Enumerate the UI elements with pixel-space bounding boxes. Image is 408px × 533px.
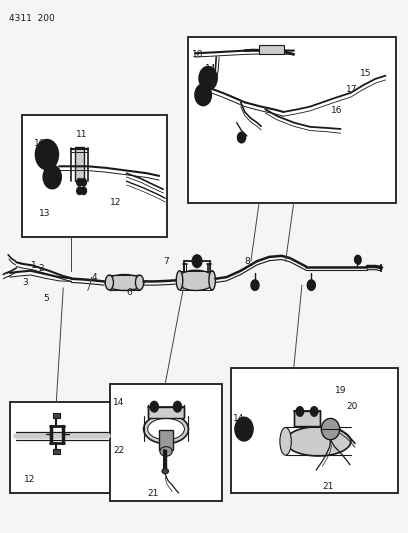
Text: 14: 14 — [113, 398, 125, 407]
Text: 21: 21 — [147, 489, 158, 497]
Ellipse shape — [176, 270, 215, 290]
Circle shape — [81, 187, 86, 195]
Text: 20: 20 — [346, 402, 357, 410]
Ellipse shape — [162, 469, 169, 474]
Bar — [53, 413, 60, 418]
Circle shape — [35, 140, 58, 169]
Circle shape — [81, 179, 86, 186]
Circle shape — [173, 401, 182, 412]
Circle shape — [41, 147, 53, 163]
Ellipse shape — [148, 418, 184, 440]
Circle shape — [239, 423, 249, 435]
Text: 3: 3 — [22, 278, 28, 287]
Circle shape — [43, 165, 61, 189]
Circle shape — [150, 401, 158, 412]
Bar — [110, 384, 222, 501]
Ellipse shape — [209, 271, 215, 290]
Circle shape — [355, 255, 361, 264]
Ellipse shape — [286, 426, 351, 456]
Text: 14: 14 — [205, 64, 217, 72]
Circle shape — [235, 417, 253, 441]
Circle shape — [77, 187, 82, 195]
Text: 2: 2 — [39, 264, 44, 273]
Circle shape — [199, 67, 217, 90]
Bar — [75, 147, 84, 181]
Ellipse shape — [144, 415, 188, 443]
Ellipse shape — [160, 447, 172, 456]
Ellipse shape — [135, 275, 144, 290]
Circle shape — [77, 179, 82, 186]
Text: 9: 9 — [355, 258, 361, 266]
Text: 14: 14 — [197, 92, 208, 100]
Text: 5: 5 — [43, 294, 49, 303]
Text: 14: 14 — [233, 414, 245, 423]
Text: 6: 6 — [126, 288, 132, 296]
Circle shape — [296, 407, 304, 416]
Text: 18: 18 — [192, 50, 203, 59]
Circle shape — [192, 255, 202, 268]
Ellipse shape — [105, 275, 113, 290]
Circle shape — [310, 407, 318, 416]
Text: 4311  200: 4311 200 — [9, 14, 55, 23]
Text: 7: 7 — [163, 257, 169, 265]
Circle shape — [203, 72, 213, 85]
Circle shape — [47, 171, 57, 183]
Text: 22: 22 — [113, 446, 125, 455]
Circle shape — [237, 132, 246, 143]
Text: 1: 1 — [31, 261, 36, 270]
Text: 21: 21 — [322, 482, 334, 490]
Bar — [294, 411, 320, 426]
Ellipse shape — [322, 418, 340, 440]
Bar — [53, 449, 60, 454]
Text: 8: 8 — [245, 257, 251, 265]
Circle shape — [307, 280, 315, 290]
Bar — [231, 368, 398, 493]
Circle shape — [195, 84, 211, 106]
Text: 19: 19 — [335, 386, 346, 394]
Text: 10: 10 — [33, 140, 45, 148]
Bar — [22, 115, 167, 237]
Circle shape — [251, 280, 259, 290]
Bar — [159, 430, 173, 450]
Ellipse shape — [176, 271, 183, 290]
Bar — [188, 37, 396, 203]
Bar — [259, 45, 284, 54]
Text: 4: 4 — [92, 273, 98, 281]
Bar — [10, 402, 112, 493]
Text: 17: 17 — [346, 85, 357, 94]
Text: 12: 12 — [24, 475, 35, 484]
Text: 15: 15 — [360, 69, 371, 78]
Text: 16: 16 — [331, 107, 343, 115]
Ellipse shape — [105, 274, 144, 290]
Text: 11: 11 — [75, 130, 87, 139]
Text: 13: 13 — [39, 209, 50, 217]
Circle shape — [199, 89, 208, 101]
Ellipse shape — [280, 427, 291, 455]
Bar — [148, 407, 184, 418]
Text: 12: 12 — [110, 198, 122, 207]
